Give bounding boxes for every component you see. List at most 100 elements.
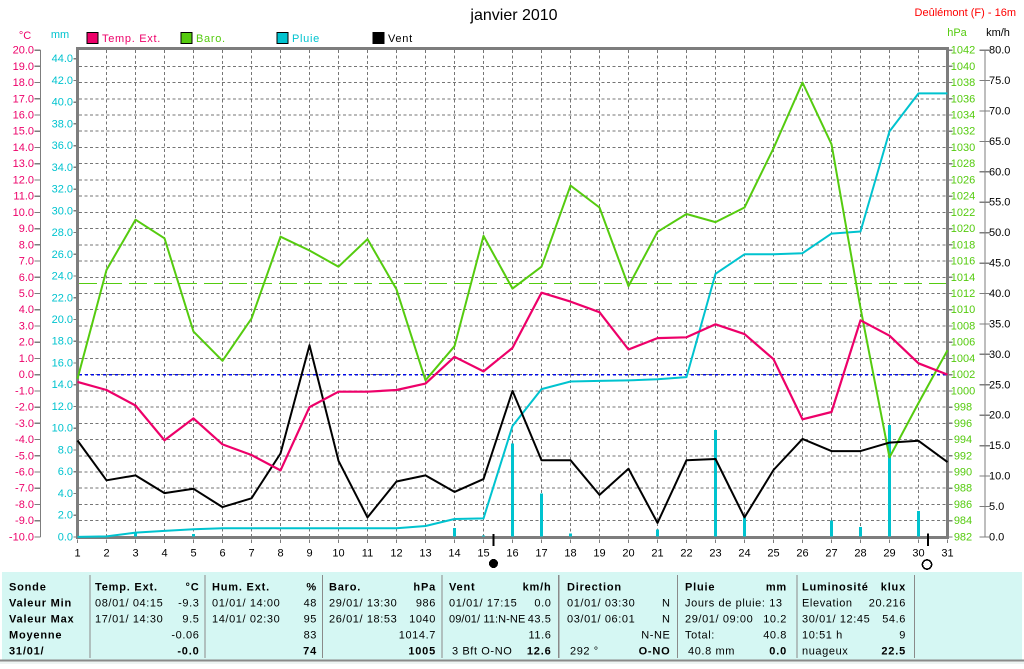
svg-text:03/01/ 06:01: 03/01/ 06:01 <box>567 614 635 626</box>
svg-text:mm: mm <box>766 582 787 594</box>
svg-text:40.8 mm: 40.8 mm <box>688 646 735 658</box>
svg-text:28.0: 28.0 <box>52 227 73 239</box>
svg-text:18.0: 18.0 <box>13 77 34 89</box>
svg-text:Pluie: Pluie <box>292 33 320 45</box>
svg-text:4.0: 4.0 <box>58 488 73 500</box>
svg-text:nuageux: nuageux <box>802 646 848 658</box>
svg-text:8.0: 8.0 <box>58 444 73 456</box>
svg-text:1036: 1036 <box>951 93 975 105</box>
svg-text:Pluie: Pluie <box>685 582 715 594</box>
svg-text:N: N <box>662 598 671 610</box>
svg-text:28: 28 <box>854 548 866 560</box>
svg-text:998: 998 <box>954 402 972 414</box>
svg-text:26/01/ 18:53: 26/01/ 18:53 <box>329 614 397 626</box>
svg-text:24.0: 24.0 <box>52 271 73 283</box>
svg-text:34.0: 34.0 <box>52 162 73 174</box>
svg-text:-9.0: -9.0 <box>15 515 34 527</box>
svg-text:32.0: 32.0 <box>52 184 73 196</box>
svg-text:38.0: 38.0 <box>52 118 73 130</box>
svg-text:Luminosité: Luminosité <box>802 582 869 594</box>
svg-text:986: 986 <box>416 598 436 610</box>
svg-text:-0.06: -0.06 <box>171 630 199 642</box>
svg-text:Elevation: Elevation <box>802 598 853 610</box>
svg-text:1: 1 <box>74 548 80 560</box>
svg-text:75.0: 75.0 <box>989 75 1010 87</box>
svg-text:25.0: 25.0 <box>989 379 1010 391</box>
svg-text:Valeur Min: Valeur Min <box>9 598 72 610</box>
svg-text:992: 992 <box>954 450 972 462</box>
svg-text:6.0: 6.0 <box>58 466 73 478</box>
svg-text:30.0: 30.0 <box>989 349 1010 361</box>
svg-text:-10.0: -10.0 <box>9 531 34 543</box>
svg-text:13: 13 <box>419 548 431 560</box>
svg-text:janvier 2010: janvier 2010 <box>469 7 557 24</box>
svg-text:80.0: 80.0 <box>989 45 1010 57</box>
svg-text:Baro.: Baro. <box>329 582 361 594</box>
svg-text:-1.0: -1.0 <box>15 385 34 397</box>
svg-text:12.6: 12.6 <box>527 646 552 658</box>
svg-text:Sonde: Sonde <box>9 582 47 594</box>
svg-text:0.0: 0.0 <box>989 531 1004 543</box>
svg-text:1020: 1020 <box>951 223 975 235</box>
svg-text:20: 20 <box>622 548 634 560</box>
svg-text:19.0: 19.0 <box>13 61 34 73</box>
svg-text:2: 2 <box>103 548 109 560</box>
svg-text:3: 3 <box>132 548 138 560</box>
svg-text:Temp. Ext.: Temp. Ext. <box>95 582 158 594</box>
svg-text:1000: 1000 <box>951 385 975 397</box>
svg-text:0.0: 0.0 <box>769 646 787 658</box>
svg-text:994: 994 <box>954 434 972 446</box>
svg-text:1030: 1030 <box>951 142 975 154</box>
svg-text:08/01/ 04:15: 08/01/ 04:15 <box>95 598 163 610</box>
svg-text:60.0: 60.0 <box>989 166 1010 178</box>
svg-text:30.0: 30.0 <box>52 205 73 217</box>
svg-text:83: 83 <box>304 630 317 642</box>
svg-text:55.0: 55.0 <box>989 197 1010 209</box>
svg-text:20.0: 20.0 <box>989 410 1010 422</box>
svg-text:-6.0: -6.0 <box>15 467 34 479</box>
svg-text:12.0: 12.0 <box>13 174 34 186</box>
svg-text:16.0: 16.0 <box>52 358 73 370</box>
svg-text:1010: 1010 <box>951 304 975 316</box>
svg-text:1002: 1002 <box>951 369 975 381</box>
svg-text:22: 22 <box>680 548 692 560</box>
svg-text:1006: 1006 <box>951 337 975 349</box>
svg-text:29: 29 <box>883 548 895 560</box>
svg-text:44.0: 44.0 <box>52 53 73 65</box>
svg-text:95: 95 <box>304 614 317 626</box>
svg-text:17: 17 <box>535 548 547 560</box>
svg-text:4.0: 4.0 <box>19 304 34 316</box>
svg-text:Moyenne: Moyenne <box>9 630 62 642</box>
svg-text:45.0: 45.0 <box>989 258 1010 270</box>
svg-text:13.0: 13.0 <box>13 158 34 170</box>
svg-text:Deûlémont (F) - 16m: Deûlémont (F) - 16m <box>915 7 1016 19</box>
svg-text:22.5: 22.5 <box>881 646 906 658</box>
svg-text:9: 9 <box>306 548 312 560</box>
svg-text:-0.0: -0.0 <box>177 646 199 658</box>
svg-text:11: 11 <box>362 548 373 560</box>
svg-text:12: 12 <box>390 548 402 560</box>
svg-text:1040: 1040 <box>409 614 436 626</box>
svg-text:16.0: 16.0 <box>13 110 34 122</box>
svg-text:988: 988 <box>954 483 972 495</box>
svg-text:48: 48 <box>304 598 317 610</box>
svg-text:hPa: hPa <box>947 27 967 39</box>
svg-text:21: 21 <box>651 548 663 560</box>
svg-text:31/01/: 31/01/ <box>9 646 44 658</box>
svg-text:10: 10 <box>332 548 344 560</box>
svg-text:11.0: 11.0 <box>13 191 34 203</box>
svg-text:30: 30 <box>912 548 924 560</box>
svg-text:23: 23 <box>709 548 721 560</box>
svg-text:01/01/ 17:15: 01/01/ 17:15 <box>449 598 517 610</box>
svg-text:7.0: 7.0 <box>19 256 34 268</box>
svg-text:29/01/ 13:30: 29/01/ 13:30 <box>329 598 397 610</box>
svg-text:-4.0: -4.0 <box>15 434 34 446</box>
svg-text:01/01/ 14:00: 01/01/ 14:00 <box>212 598 280 610</box>
svg-text:5.0: 5.0 <box>989 501 1004 513</box>
svg-text:1038: 1038 <box>951 77 975 89</box>
svg-text:1004: 1004 <box>951 353 975 365</box>
svg-text:3 Bft O-NO: 3 Bft O-NO <box>452 646 512 658</box>
svg-text:km/h: km/h <box>986 27 1010 39</box>
svg-text:14.0: 14.0 <box>52 379 73 391</box>
svg-text:9.0: 9.0 <box>19 223 34 235</box>
